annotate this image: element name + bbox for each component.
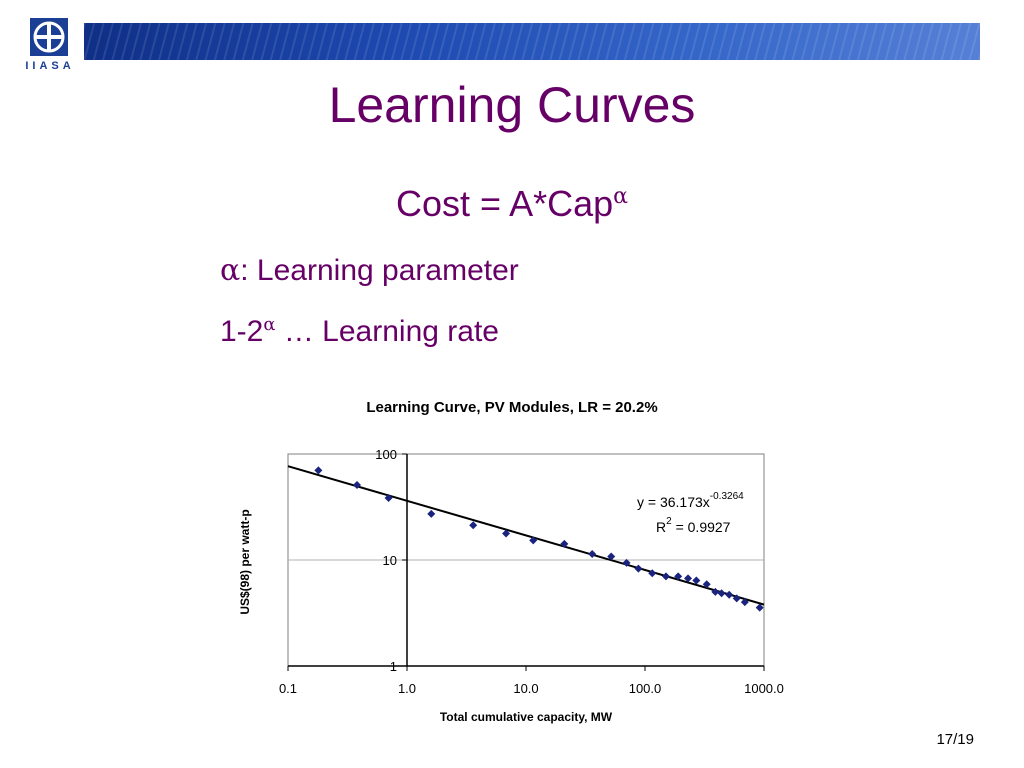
- data-point: [661, 572, 670, 581]
- learning-parameter-line: α: Learning parameter: [220, 253, 519, 288]
- equation-text: y = 36.173x: [637, 494, 710, 510]
- trendline: [287, 465, 765, 606]
- data-point: [755, 603, 764, 612]
- y-axis-label: US$(98) per watt-p: [238, 509, 252, 614]
- data-point: [588, 549, 597, 558]
- alpha-symbol: α: [220, 253, 241, 288]
- formula-exponent: α: [613, 184, 628, 209]
- data-point: [725, 590, 734, 599]
- trendline-equation: y = 36.173x-0.3264: [637, 491, 744, 510]
- data-point: [352, 480, 361, 489]
- y-tick-label: 10: [383, 553, 397, 568]
- learning-rate-exponent: α: [263, 314, 276, 335]
- data-point: [427, 509, 436, 518]
- learning-curve-chart: Learning Curve, PV Modules, LR = 20.2% 0…: [230, 390, 800, 735]
- data-point: [607, 552, 616, 561]
- slide-title: Learning Curves: [328, 77, 696, 133]
- cost-formula: Cost = A*Capα: [0, 183, 1024, 225]
- learning-rate-prefix: 1-2: [220, 315, 264, 348]
- r-squared-value: = 0.9927: [672, 519, 731, 535]
- data-point: [684, 574, 693, 583]
- header-banner: [84, 23, 980, 60]
- x-tick-label: 100.0: [629, 681, 662, 696]
- data-point: [648, 569, 657, 578]
- data-point: [692, 576, 701, 585]
- y-tick-label: 1: [390, 659, 397, 674]
- y-tick-label: 100: [375, 447, 397, 462]
- learning-parameter-text: : Learning parameter: [240, 254, 519, 287]
- data-point: [384, 493, 393, 502]
- iiasa-logo: IIASA: [22, 18, 78, 76]
- logo-text: IIASA: [25, 60, 75, 72]
- data-point: [529, 536, 538, 545]
- data-point: [622, 558, 631, 567]
- chart-title: Learning Curve, PV Modules, LR = 20.2%: [366, 399, 657, 416]
- chart-svg: Learning Curve, PV Modules, LR = 20.2% 0…: [238, 399, 784, 724]
- page-number: 17/19: [936, 731, 974, 748]
- equation-exponent: -0.3264: [710, 491, 744, 502]
- data-point: [634, 564, 643, 573]
- data-point: [740, 598, 749, 607]
- learning-rate-line: 1-2α … Learning rate: [220, 314, 499, 349]
- x-tick-label: 10.0: [513, 681, 538, 696]
- x-tick-label: 1000.0: [744, 681, 784, 696]
- data-point: [732, 594, 741, 603]
- x-axis-label: Total cumulative capacity, MW: [440, 710, 613, 724]
- r-squared-sup: 2: [666, 516, 672, 527]
- data-point: [314, 466, 323, 475]
- r-squared: R2 = 0.9927: [656, 516, 731, 535]
- data-point: [502, 529, 511, 538]
- data-point: [469, 521, 478, 530]
- x-tick-label: 0.1: [279, 681, 297, 696]
- data-point: [702, 580, 711, 589]
- learning-rate-text: … Learning rate: [275, 315, 499, 348]
- x-tick-label: 1.0: [398, 681, 416, 696]
- data-point: [560, 539, 569, 548]
- r-squared-prefix: R: [656, 519, 666, 535]
- data-point: [674, 572, 683, 581]
- data-point: [711, 587, 720, 596]
- data-point: [717, 589, 726, 598]
- formula-text: Cost = A*Cap: [396, 183, 614, 224]
- globe-icon: [30, 18, 68, 56]
